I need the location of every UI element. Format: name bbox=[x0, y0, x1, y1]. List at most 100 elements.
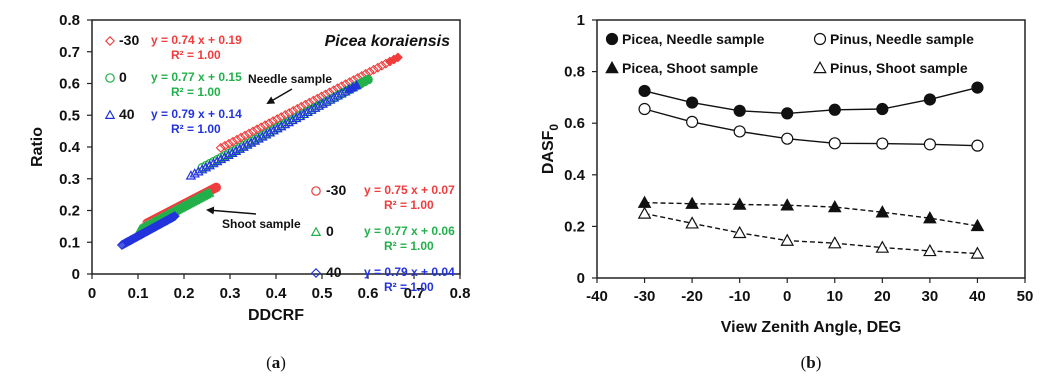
r2-label: R² = 1.00 bbox=[171, 48, 221, 62]
panel-b-x-axis-label: View Zenith Angle, DEG bbox=[721, 319, 901, 336]
x-tick-label: 0.6 bbox=[358, 285, 379, 302]
data-point bbox=[231, 134, 242, 145]
legend-label: -30 bbox=[119, 32, 139, 48]
data-point bbox=[780, 198, 795, 211]
legend-label: Picea, Shoot sample bbox=[622, 60, 758, 76]
equation-label: y = 0.77 x + 0.06 bbox=[364, 224, 455, 238]
panel-b-y-ticks: 0 0.2 0.4 0.6 0.8 1 bbox=[564, 12, 597, 287]
data-point bbox=[264, 127, 276, 137]
panel-a-points bbox=[116, 52, 403, 250]
data-point bbox=[249, 135, 261, 145]
x-tick-label: 50 bbox=[1017, 288, 1034, 305]
panel-b-series bbox=[637, 81, 985, 259]
data-point bbox=[215, 142, 226, 153]
legend-marker bbox=[605, 60, 619, 74]
data-point bbox=[235, 132, 246, 143]
data-point bbox=[376, 60, 387, 71]
panel-b-letter: b bbox=[806, 353, 815, 372]
data-point bbox=[238, 141, 249, 151]
data-point bbox=[302, 106, 313, 116]
r2-label: R² = 1.00 bbox=[171, 122, 221, 136]
x-tick-label: -40 bbox=[586, 288, 608, 305]
data-point bbox=[227, 147, 238, 158]
data-point bbox=[298, 108, 310, 119]
y-tick-label: 0.4 bbox=[59, 139, 81, 156]
data-point bbox=[923, 138, 936, 151]
panel-b-plot-frame bbox=[596, 19, 1026, 279]
data-point bbox=[227, 136, 238, 147]
data-point bbox=[685, 196, 699, 209]
y-tick-label: 0.8 bbox=[59, 12, 80, 29]
data-point bbox=[328, 92, 340, 102]
legend-marker bbox=[310, 226, 322, 236]
data-point bbox=[313, 100, 325, 110]
data-point bbox=[260, 129, 272, 139]
data-point bbox=[317, 98, 328, 108]
data-point bbox=[200, 161, 212, 172]
data-point bbox=[332, 90, 343, 100]
y-tick-label: 0.8 bbox=[564, 64, 585, 81]
x-tick-label: -30 bbox=[634, 288, 656, 305]
panel-a-x-ticks: 0 0.1 0.2 0.3 0.4 0.5 0.6 0.7 0.8 bbox=[88, 274, 470, 302]
data-point bbox=[875, 240, 890, 253]
legend-marker bbox=[605, 32, 619, 46]
x-tick-label: 0.1 bbox=[128, 285, 149, 302]
x-tick-label: 0.2 bbox=[174, 285, 195, 302]
series-line bbox=[644, 108, 978, 147]
y-tick-label: 0.2 bbox=[564, 218, 585, 235]
panel-a-y-ticks: 0 0.1 0.2 0.3 0.4 0.5 0.6 0.7 0.8 bbox=[59, 12, 92, 283]
data-point bbox=[827, 200, 842, 213]
data-point bbox=[971, 81, 984, 94]
panel-b-caption: (b) bbox=[801, 353, 822, 372]
data-point bbox=[321, 96, 332, 106]
panel-b-y-axis-label-subscript: 0 bbox=[547, 124, 561, 131]
data-point bbox=[781, 107, 794, 120]
data-point bbox=[257, 131, 268, 141]
legend-label: Pinus, Needle sample bbox=[830, 31, 974, 47]
data-point bbox=[230, 145, 242, 155]
y-tick-label: 0.4 bbox=[564, 167, 586, 184]
data-point bbox=[272, 122, 283, 133]
data-point bbox=[351, 79, 362, 90]
data-point bbox=[733, 104, 746, 117]
data-point bbox=[970, 218, 985, 232]
data-point bbox=[732, 197, 747, 210]
needle-sample-arrow bbox=[266, 88, 293, 105]
data-point bbox=[876, 137, 889, 150]
x-tick-label: 30 bbox=[922, 288, 939, 305]
legend-label: Picea, Needle sample bbox=[622, 31, 765, 47]
data-point bbox=[638, 84, 651, 98]
data-point bbox=[208, 157, 219, 168]
legend-marker bbox=[105, 73, 115, 83]
needle-sample-annotation: Needle sample bbox=[248, 72, 332, 86]
data-point bbox=[686, 115, 699, 129]
data-point bbox=[287, 114, 298, 125]
data-point bbox=[372, 62, 383, 73]
legend-label: 40 bbox=[326, 264, 342, 280]
legend-marker bbox=[813, 60, 827, 74]
y-tick-label: 0.7 bbox=[59, 44, 80, 61]
data-point bbox=[638, 102, 651, 116]
data-point bbox=[733, 125, 746, 138]
data-point bbox=[732, 225, 747, 239]
equation-label: y = 0.74 x + 0.19 bbox=[151, 33, 242, 47]
r2-label: R² = 1.00 bbox=[384, 239, 434, 253]
data-point bbox=[189, 168, 200, 178]
legend-marker bbox=[104, 109, 116, 119]
data-point bbox=[276, 120, 287, 131]
data-point bbox=[253, 133, 264, 143]
panel-b-legend: Picea, Needle sample Pinus, Needle sample… bbox=[605, 31, 974, 76]
data-point bbox=[245, 137, 257, 147]
data-point bbox=[971, 139, 984, 152]
data-point bbox=[304, 97, 315, 108]
x-tick-label: 0 bbox=[783, 288, 791, 305]
data-point bbox=[212, 155, 223, 166]
data-point bbox=[223, 138, 234, 149]
legend-label: 0 bbox=[119, 69, 127, 85]
data-point bbox=[219, 140, 230, 151]
x-tick-label: -10 bbox=[729, 288, 751, 305]
data-point bbox=[324, 94, 336, 104]
shoot-sample-annotation: Shoot sample bbox=[222, 217, 301, 231]
data-point bbox=[169, 211, 180, 222]
